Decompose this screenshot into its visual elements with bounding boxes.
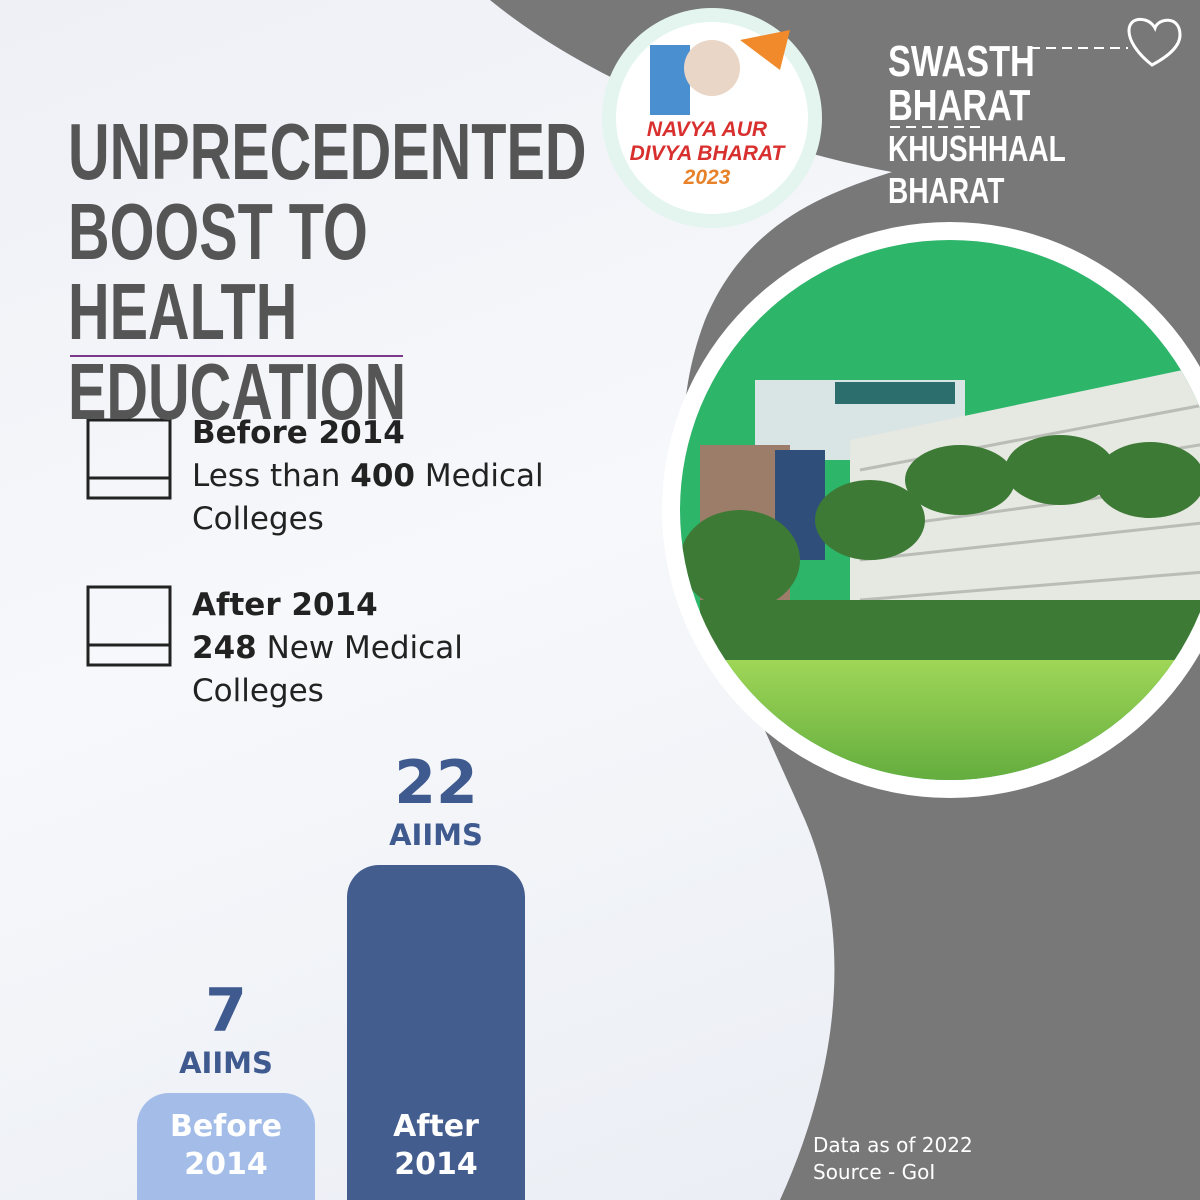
title-rule	[70, 355, 403, 357]
item-heading: Before 2014	[192, 415, 405, 451]
logo-flag	[740, 30, 790, 70]
logo-city	[650, 45, 690, 115]
footer-note: Data as of 2022	[813, 1133, 973, 1157]
footer-source: Source - GoI	[813, 1160, 936, 1184]
bar	[137, 1093, 315, 1200]
item-heading: After 2014	[192, 587, 378, 623]
logo-line: NAVYA AUR	[646, 118, 768, 141]
bar-label: Before 2014	[169, 1109, 283, 1182]
value-label: 7	[205, 976, 247, 1047]
brand: SWASTH BHARAT KHUSHHAAL BHARAT	[888, 40, 1153, 212]
bar	[347, 865, 525, 1200]
info-item: Before 2014 Less than 400 Medical Colleg…	[192, 412, 552, 541]
value-label: 22	[394, 748, 478, 818]
footer: Data as of 2022 Source - GoI	[813, 1132, 973, 1186]
item-text: Medical Colleges	[192, 458, 544, 537]
brand-dashes	[890, 47, 1128, 128]
info-item: After 2014 248 New Medical Colleges	[192, 584, 552, 713]
item-text: Less than	[192, 458, 341, 494]
title: UNPRECEDENTED BOOST TO HEALTH EDUCATION	[68, 107, 587, 436]
campus-photo	[680, 240, 1200, 780]
item-number: 400	[350, 458, 415, 494]
bar-label: After 2014	[393, 1109, 479, 1182]
brand-line: SWASTH BHARAT	[888, 37, 1035, 130]
logo-year: 2023	[683, 166, 731, 189]
college-icons	[86, 418, 172, 667]
heart-icon	[1127, 17, 1182, 67]
brand-line: KHUSHHAAL BHARAT	[888, 128, 1066, 211]
unit-label: AIIMS	[179, 1046, 273, 1081]
unit-label: AIIMS	[389, 818, 483, 852]
logo-line: DIVYA BHARAT	[629, 142, 785, 165]
item-number: 248	[192, 630, 257, 666]
item-text: New Medical Colleges	[192, 630, 463, 709]
logo-text: NAVYA AUR DIVYA BHARAT 2023	[622, 118, 792, 190]
logo-portrait	[684, 40, 740, 96]
